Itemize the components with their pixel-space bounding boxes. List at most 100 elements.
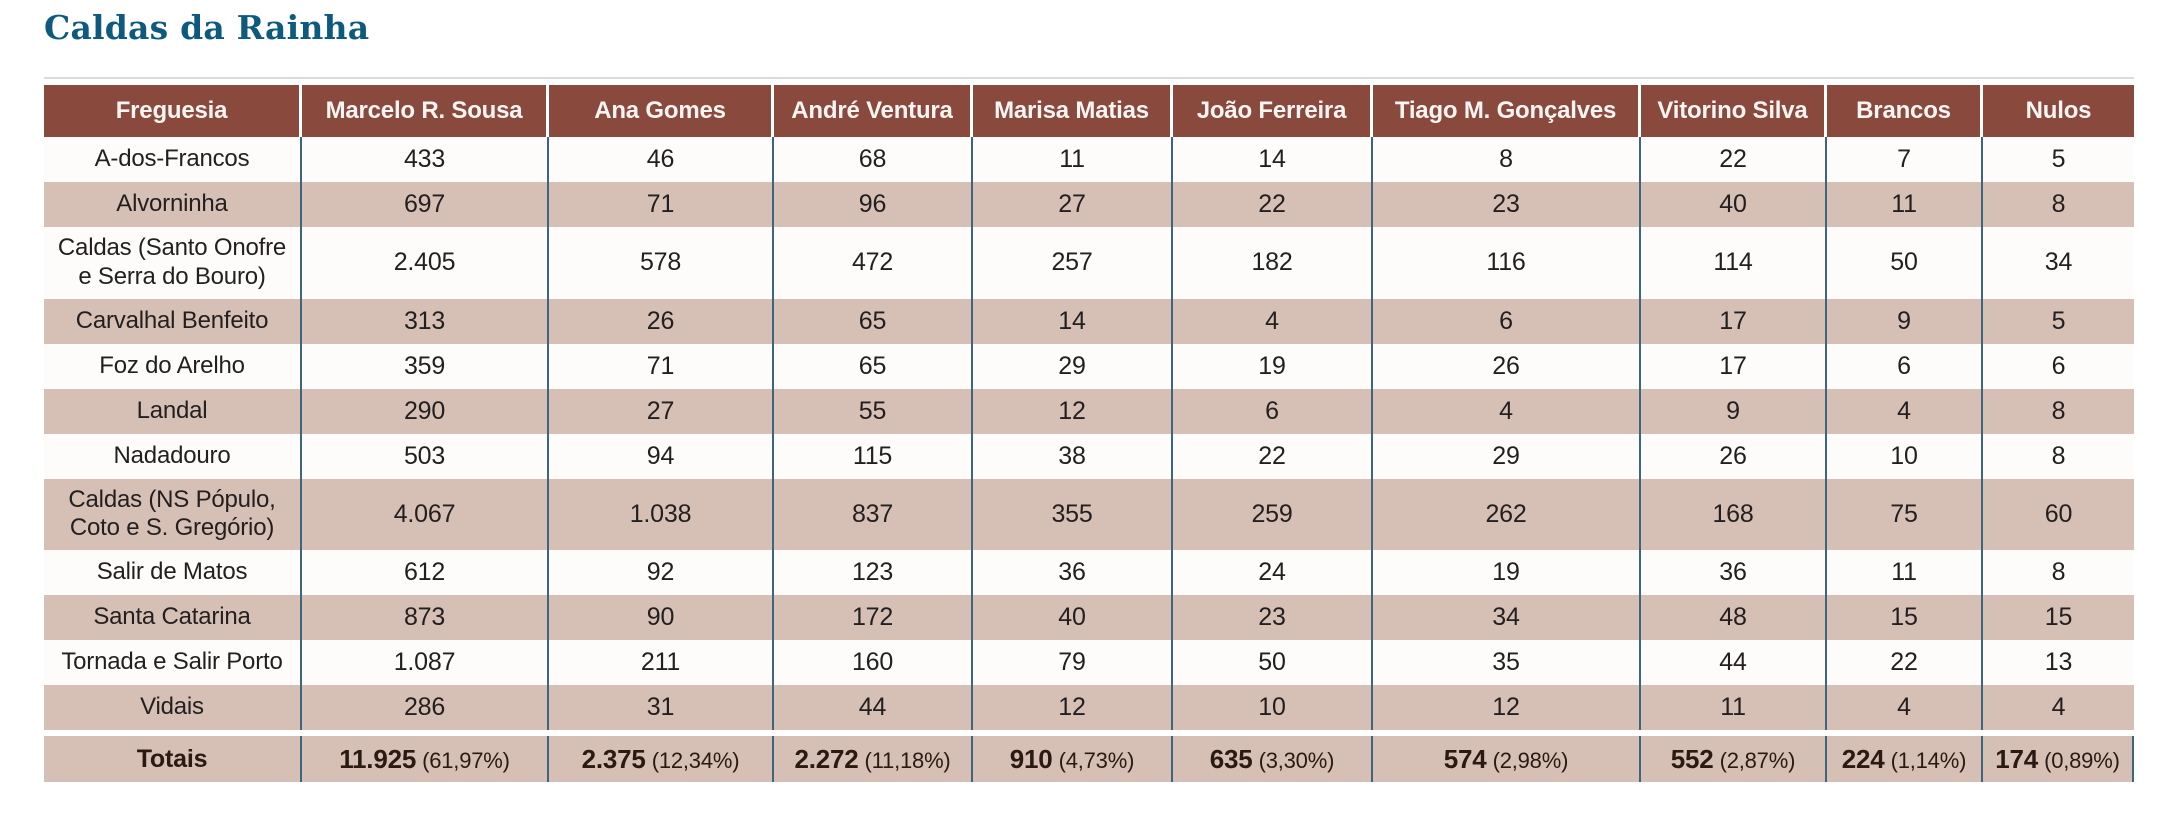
vote-count-cell: 873: [302, 595, 549, 641]
table-row: Landal 290 27 55 12 6 4 9 4 8: [44, 388, 2134, 434]
vote-count-cell: 22: [1173, 433, 1373, 479]
freguesia-cell: Caldas (Santo Onofre e Serra do Bouro): [44, 227, 302, 299]
vote-count-cell: 9: [1827, 298, 1983, 344]
freguesia-cell: Santa Catarina: [44, 595, 302, 641]
vote-count-cell: 48: [1641, 595, 1827, 641]
vote-count-cell: 90: [549, 595, 774, 641]
vote-count-cell: 8: [1983, 388, 2134, 434]
totals-percentage: (2,87%): [1719, 747, 1796, 773]
vote-count-cell: 50: [1173, 640, 1373, 686]
column-header-freguesia: Freguesia: [44, 85, 302, 137]
vote-count-cell: 837: [774, 478, 973, 551]
vote-count-cell: 44: [1641, 640, 1827, 686]
freguesia-cell: Caldas (NS Pópulo, Coto e S. Gregório): [44, 478, 302, 551]
spacer-cell: [1641, 730, 1827, 737]
vote-count-cell: 11: [1827, 550, 1983, 596]
vote-count-cell: 4.067: [302, 478, 549, 551]
column-header-candidate: João Ferreira: [1173, 85, 1373, 137]
vote-count-cell: 27: [549, 388, 774, 434]
vote-count-cell: 6: [1827, 343, 1983, 389]
vote-count-cell: 5: [1983, 137, 2134, 182]
freguesia-cell: Landal: [44, 388, 302, 434]
vote-count-cell: 60: [1983, 478, 2134, 551]
freguesia-cell: Tornada e Salir Porto: [44, 640, 302, 686]
freguesia-cell: Nadadouro: [44, 433, 302, 479]
table-row: Carvalhal Benfeito 313 26 65 14 4 6 17 9 5: [44, 298, 2134, 344]
vote-count-cell: 26: [1373, 343, 1641, 389]
vote-count-cell: 290: [302, 388, 549, 434]
vote-count-cell: 94: [549, 433, 774, 479]
totals-percentage: (2,98%): [1492, 747, 1569, 773]
totals-gap-spacer: [44, 730, 2134, 737]
vote-count-cell: 34: [1373, 595, 1641, 641]
vote-count-cell: 2.405: [302, 227, 549, 299]
vote-count-cell: 40: [1641, 182, 1827, 227]
vote-count-cell: 14: [973, 298, 1173, 344]
column-header-candidate: Brancos: [1827, 85, 1983, 137]
vote-count-cell: 503: [302, 433, 549, 479]
vote-count-cell: 612: [302, 550, 549, 596]
vote-count-cell: 34: [1983, 227, 2134, 299]
vote-count-cell: 6: [1373, 298, 1641, 344]
table-body: A-dos-Francos 433 46 68 11 14 8 22 7 5 Alvorninha 6…: [44, 137, 2134, 737]
vote-count-cell: 4: [1983, 685, 2134, 731]
totals-percentage: (4,73%): [1058, 747, 1135, 773]
vote-count-cell: 4: [1827, 685, 1983, 731]
spacer-cell: [1173, 730, 1373, 737]
vote-count-cell: 5: [1983, 298, 2134, 344]
vote-count-cell: 22: [1641, 137, 1827, 182]
vote-count-cell: 50: [1827, 227, 1983, 299]
vote-count-cell: 26: [1641, 433, 1827, 479]
totals-percentage: (11,18%): [864, 747, 951, 773]
vote-count-cell: 71: [549, 343, 774, 389]
totals-number: 552: [1670, 743, 1714, 774]
column-header-candidate: Ana Gomes: [549, 85, 774, 137]
vote-count-cell: 262: [1373, 478, 1641, 551]
totals-number: 224: [1841, 743, 1885, 774]
vote-count-cell: 68: [774, 137, 973, 182]
vote-count-cell: 17: [1641, 343, 1827, 389]
vote-count-cell: 168: [1641, 478, 1827, 551]
vote-count-cell: 36: [1641, 550, 1827, 596]
vote-count-cell: 22: [1173, 182, 1373, 227]
vote-count-cell: 29: [1373, 433, 1641, 479]
vote-count-cell: 15: [1827, 595, 1983, 641]
vote-count-cell: 116: [1373, 227, 1641, 299]
freguesia-cell: Vidais: [44, 685, 302, 731]
vote-count-cell: 40: [973, 595, 1173, 641]
vote-count-cell: 19: [1173, 343, 1373, 389]
totals-number: 2.272: [794, 743, 859, 774]
column-header-candidate: Marcelo R. Sousa: [302, 85, 549, 137]
vote-count-cell: 114: [1641, 227, 1827, 299]
vote-count-cell: 286: [302, 685, 549, 731]
vote-count-cell: 8: [1373, 137, 1641, 182]
vote-count-cell: 23: [1173, 595, 1373, 641]
freguesia-cell: A-dos-Francos: [44, 137, 302, 182]
vote-count-cell: 8: [1983, 182, 2134, 227]
totals-value-cell: 2.272 (11,18%): [774, 736, 973, 783]
vote-count-cell: 123: [774, 550, 973, 596]
totals-row: Totais 11.925 (61,97%) 2.375 (12,34%) 2.272 (1…: [44, 736, 2134, 783]
header-row: Freguesia Marcelo R. Sousa Ana Gomes André …: [44, 85, 2134, 137]
totals-number: 574: [1443, 743, 1487, 774]
vote-count-cell: 10: [1173, 685, 1373, 731]
totals-value-cell: 552 (2,87%): [1641, 736, 1827, 783]
freguesia-cell: Salir de Matos: [44, 550, 302, 596]
vote-count-cell: 92: [549, 550, 774, 596]
vote-count-cell: 182: [1173, 227, 1373, 299]
vote-count-cell: 27: [973, 182, 1173, 227]
table-row: Nadadouro 503 94 115 38 22 29 26 10 8: [44, 433, 2134, 479]
column-header-candidate: Tiago M. Gonçalves: [1373, 85, 1641, 137]
vote-count-cell: 433: [302, 137, 549, 182]
page-title: Caldas da Rainha: [44, 8, 370, 47]
spacer-cell: [549, 730, 774, 737]
vote-count-cell: 1.038: [549, 478, 774, 551]
vote-count-cell: 96: [774, 182, 973, 227]
totals-percentage: (3,30%): [1258, 747, 1335, 773]
totals-value-cell: 11.925 (61,97%): [302, 736, 549, 783]
vote-count-cell: 313: [302, 298, 549, 344]
column-header-candidate: Marisa Matias: [973, 85, 1173, 137]
vote-count-cell: 44: [774, 685, 973, 731]
vote-count-cell: 259: [1173, 478, 1373, 551]
table-row: Foz do Arelho 359 71 65 29 19 26 17 6 6: [44, 343, 2134, 389]
